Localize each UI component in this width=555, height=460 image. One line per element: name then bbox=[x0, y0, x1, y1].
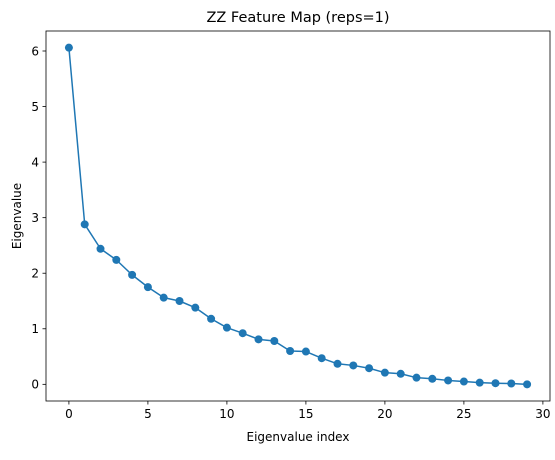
y-tick-label: 5 bbox=[31, 100, 39, 114]
data-point-marker bbox=[128, 270, 137, 279]
y-tick-label: 0 bbox=[31, 378, 39, 392]
data-point-marker bbox=[365, 364, 374, 373]
data-point-marker bbox=[143, 283, 152, 292]
data-point-marker bbox=[523, 380, 532, 389]
data-point-marker bbox=[380, 368, 389, 377]
data-point-marker bbox=[475, 378, 484, 387]
y-tick-label: 3 bbox=[31, 211, 39, 225]
data-point-marker bbox=[175, 297, 184, 305]
x-tick-label: 15 bbox=[298, 407, 313, 421]
x-tick-label: 10 bbox=[219, 407, 234, 421]
chart-title: ZZ Feature Map (reps=1) bbox=[206, 10, 389, 26]
x-tick-label: 5 bbox=[144, 407, 152, 421]
data-point-marker bbox=[396, 369, 405, 378]
data-point-marker bbox=[270, 337, 279, 345]
y-tick-label: 6 bbox=[31, 44, 39, 58]
data-point-marker bbox=[317, 354, 326, 363]
x-axis-ticks: 0 5 10 15 20 25 30 bbox=[65, 401, 551, 421]
y-tick-label: 1 bbox=[31, 322, 39, 336]
data-point-marker bbox=[96, 244, 105, 253]
x-tick-label: 20 bbox=[377, 407, 392, 421]
data-point-marker bbox=[112, 255, 121, 264]
plot-frame bbox=[45, 30, 551, 402]
data-point-marker bbox=[444, 376, 453, 385]
data-point-marker bbox=[412, 373, 421, 382]
data-point-marker bbox=[238, 329, 247, 338]
data-point-marker bbox=[254, 335, 263, 344]
y-tick-label: 4 bbox=[31, 155, 39, 169]
data-point-marker bbox=[459, 377, 468, 386]
y-tick-label: 2 bbox=[31, 267, 39, 281]
data-point-marker bbox=[507, 379, 516, 388]
data-point-marker bbox=[191, 303, 200, 312]
data-point-marker bbox=[428, 374, 437, 383]
data-point-marker bbox=[64, 43, 73, 52]
data-point-marker bbox=[301, 347, 310, 356]
plot-area bbox=[64, 43, 532, 389]
data-point-marker bbox=[80, 220, 89, 229]
y-axis-ticks: 0 1 2 3 4 5 6 bbox=[31, 44, 46, 392]
data-point-marker bbox=[159, 293, 168, 302]
data-point-marker bbox=[222, 323, 231, 332]
data-point-marker bbox=[349, 361, 358, 370]
x-axis-label: Eigenvalue index bbox=[247, 430, 350, 444]
x-tick-label: 0 bbox=[65, 407, 73, 421]
x-tick-label: 25 bbox=[456, 407, 471, 421]
y-axis-label: Eigenvalue bbox=[10, 183, 24, 249]
data-point-marker bbox=[207, 314, 216, 323]
x-tick-label: 30 bbox=[535, 407, 550, 421]
data-point-marker bbox=[286, 347, 295, 355]
data-point-marker bbox=[333, 359, 342, 368]
data-point-marker bbox=[491, 379, 500, 388]
